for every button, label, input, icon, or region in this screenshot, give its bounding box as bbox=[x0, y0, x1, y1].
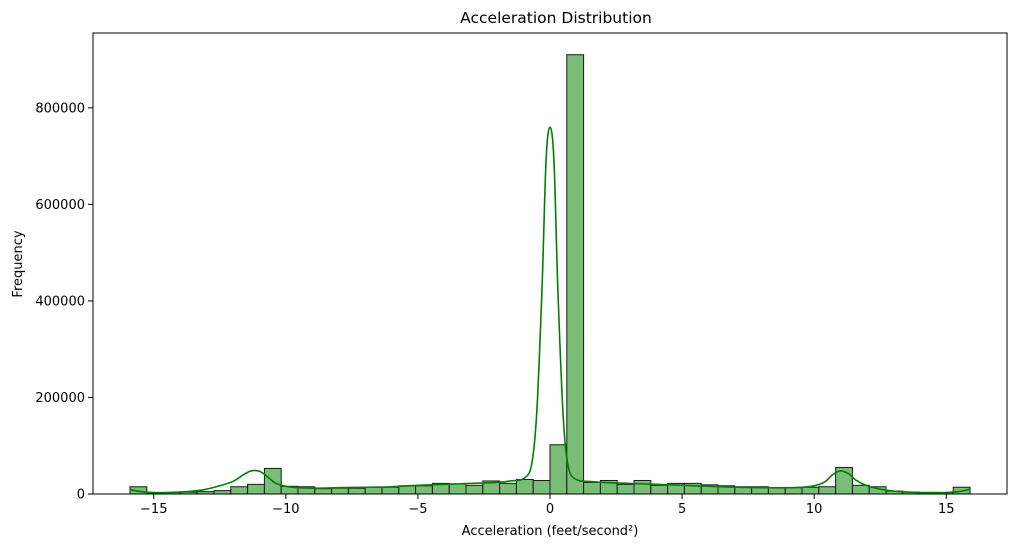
histogram-bar bbox=[448, 483, 467, 495]
histogram-bar bbox=[801, 486, 820, 495]
x-tick-label: 5 bbox=[678, 502, 686, 517]
histogram-bar bbox=[616, 483, 635, 495]
histogram-bar bbox=[213, 490, 232, 495]
y-tick-label: 200000 bbox=[35, 391, 85, 406]
x-axis-ticks: −15 −10 −5 0 5 10 15 bbox=[140, 494, 955, 517]
bars-group bbox=[129, 54, 971, 495]
histogram-bar bbox=[415, 485, 433, 495]
y-tick-label: 400000 bbox=[35, 294, 85, 309]
kde-curve bbox=[129, 126, 971, 494]
x-tick-label: −5 bbox=[408, 502, 427, 517]
histogram-bar bbox=[784, 487, 803, 495]
histogram-bar bbox=[650, 484, 669, 495]
histogram-bar bbox=[347, 487, 366, 495]
x-tick-label: 10 bbox=[806, 502, 823, 517]
histogram-bar bbox=[331, 487, 349, 495]
histogram-bar bbox=[633, 479, 652, 495]
histogram-bar bbox=[851, 484, 870, 495]
x-tick-label: 0 bbox=[546, 502, 554, 517]
histogram-bar bbox=[549, 444, 568, 495]
y-axis-label: Frequency bbox=[11, 230, 26, 297]
histogram-bar bbox=[532, 479, 551, 495]
histogram-bar bbox=[583, 481, 601, 495]
histogram-bar bbox=[767, 487, 786, 495]
y-tick-label: 800000 bbox=[35, 101, 85, 116]
x-tick-label: −15 bbox=[140, 502, 167, 517]
histogram-bar bbox=[818, 486, 837, 495]
histogram-bar bbox=[230, 486, 249, 495]
histogram-bar bbox=[314, 488, 333, 495]
histogram-bar bbox=[499, 482, 517, 495]
histogram-bar bbox=[515, 479, 534, 495]
x-tick-label: 15 bbox=[938, 502, 955, 517]
y-axis-ticks: 0 200000 400000 600000 800000 bbox=[35, 101, 93, 503]
histogram-bar bbox=[364, 486, 383, 495]
y-tick-label: 600000 bbox=[35, 198, 85, 213]
histogram-bar bbox=[465, 484, 484, 495]
histogram-bar bbox=[566, 54, 585, 495]
x-axis-label: Acceleration (feet/second²) bbox=[462, 524, 639, 539]
y-tick-label: 0 bbox=[77, 488, 85, 503]
plot-frame bbox=[92, 32, 1008, 495]
histogram-bar bbox=[381, 486, 400, 495]
histogram-bar bbox=[247, 483, 265, 495]
x-tick-label: −10 bbox=[272, 502, 299, 517]
chart-title: Acceleration Distribution bbox=[460, 9, 652, 27]
